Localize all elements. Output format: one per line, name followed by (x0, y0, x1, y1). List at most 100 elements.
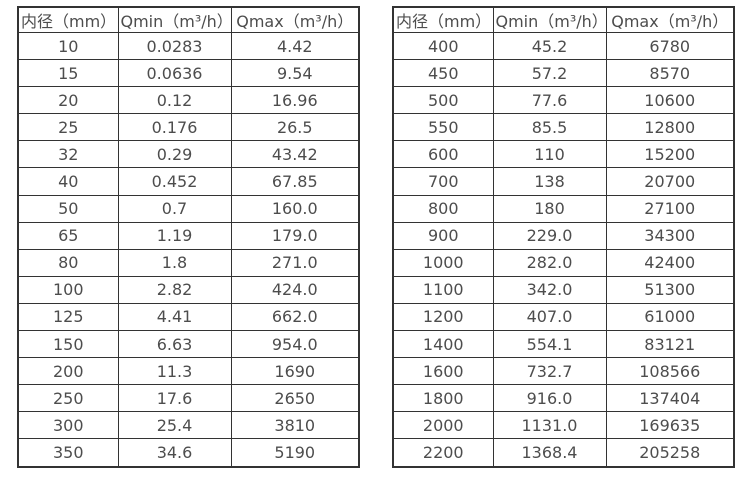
table-row: 200 11.3 1690 (17, 357, 360, 386)
table-row: 800 180 27100 (392, 194, 735, 223)
table-row: 10 0.0283 4.42 (17, 31, 360, 61)
table-cell: 250 (17, 384, 119, 413)
table-cell: 11.3 (117, 357, 232, 386)
header-row: 内径（mm） Qmin（m³/h） Qmax（m³/h） (17, 6, 360, 33)
table-cell: 45.2 (492, 31, 607, 61)
table-cell: 350 (17, 438, 119, 467)
table-cell: 6.63 (117, 330, 232, 359)
table-cell: 20 (17, 86, 119, 115)
table-cell: 83121 (605, 330, 735, 359)
table-cell: 3810 (230, 411, 360, 440)
table-cell: 4.41 (117, 302, 232, 332)
table-row: 900 229.0 34300 (392, 221, 735, 250)
table-body: 400 45.2 6780 450 57.2 8570 500 77.6 10600 550 85.… (392, 31, 735, 467)
table-cell: 180 (492, 194, 607, 223)
table-cell: 1368.4 (492, 438, 607, 467)
table-cell: 2650 (230, 384, 360, 413)
table-cell: 1200 (392, 302, 494, 332)
table-row: 550 85.5 12800 (392, 113, 735, 142)
table-row: 40 0.452 67.85 (17, 167, 360, 196)
table-cell: 40 (17, 167, 119, 196)
table-cell: 800 (392, 194, 494, 223)
table-cell: 2.82 (117, 275, 232, 304)
table-cell: 271.0 (230, 248, 360, 277)
table-row: 20 0.12 16.96 (17, 86, 360, 115)
table-row: 15 0.0636 9.54 (17, 59, 360, 88)
table-cell: 51300 (605, 275, 735, 304)
table-row: 350 34.6 5190 (17, 438, 360, 467)
table-cell: 137404 (605, 384, 735, 413)
table-cell: 0.29 (117, 140, 232, 169)
table-cell: 4.42 (230, 31, 360, 61)
table-row: 150 6.63 954.0 (17, 330, 360, 359)
table-cell: 50 (17, 194, 119, 223)
table-cell: 0.452 (117, 167, 232, 196)
table-cell: 27100 (605, 194, 735, 223)
table-cell: 20700 (605, 167, 735, 196)
table-cell: 34.6 (117, 438, 232, 467)
table-header: 内径（mm） Qmin（m³/h） Qmax（m³/h） (392, 6, 735, 33)
table-row: 450 57.2 8570 (392, 59, 735, 88)
table-row: 1800 916.0 137404 (392, 384, 735, 413)
table-cell: 15 (17, 59, 119, 88)
table-cell: 61000 (605, 302, 735, 332)
flow-table-large-diameters: 内径（mm） Qmin（m³/h） Qmax（m³/h） 400 45.2 6780… (392, 6, 735, 468)
table-cell: 150 (17, 330, 119, 359)
table-row: 1400 554.1 83121 (392, 330, 735, 359)
table-cell: 1000 (392, 248, 494, 277)
table-cell: 1.19 (117, 221, 232, 250)
table-cell: 67.85 (230, 167, 360, 196)
table-row: 1100 342.0 51300 (392, 275, 735, 304)
table-row: 700 138 20700 (392, 167, 735, 196)
table-cell: 0.0636 (117, 59, 232, 88)
table-cell: 10600 (605, 86, 735, 115)
table-row: 25 0.176 26.5 (17, 113, 360, 142)
table-cell: 662.0 (230, 302, 360, 332)
table-cell: 916.0 (492, 384, 607, 413)
table-cell: 200 (17, 357, 119, 386)
table-cell: 5190 (230, 438, 360, 467)
table-cell: 125 (17, 302, 119, 332)
table-cell: 1800 (392, 384, 494, 413)
table-cell: 100 (17, 275, 119, 304)
table-cell: 9.54 (230, 59, 360, 88)
table-cell: 26.5 (230, 113, 360, 142)
table-body: 10 0.0283 4.42 15 0.0636 9.54 20 0.12 16.96 25 0.1… (17, 31, 360, 467)
table-cell: 80 (17, 248, 119, 277)
table-row: 250 17.6 2650 (17, 384, 360, 413)
table-cell: 732.7 (492, 357, 607, 386)
table-row: 80 1.8 271.0 (17, 248, 360, 277)
table-cell: 300 (17, 411, 119, 440)
table-cell: 500 (392, 86, 494, 115)
table-cell: 954.0 (230, 330, 360, 359)
table-cell: 0.12 (117, 86, 232, 115)
table-cell: 34300 (605, 221, 735, 250)
table-cell: 1690 (230, 357, 360, 386)
table-cell: 342.0 (492, 275, 607, 304)
table-cell: 12800 (605, 113, 735, 142)
table-row: 1000 282.0 42400 (392, 248, 735, 277)
column-header-inner-diameter: 内径（mm） (392, 6, 494, 33)
table-cell: 2200 (392, 438, 494, 467)
table-cell: 424.0 (230, 275, 360, 304)
column-header-qmin: Qmin（m³/h） (117, 6, 232, 33)
table-cell: 1.8 (117, 248, 232, 277)
table-row: 1200 407.0 61000 (392, 302, 735, 332)
table-cell: 229.0 (492, 221, 607, 250)
column-header-qmin: Qmin（m³/h） (492, 6, 607, 33)
table-cell: 6780 (605, 31, 735, 61)
table-row: 2000 1131.0 169635 (392, 411, 735, 440)
table-cell: 2000 (392, 411, 494, 440)
table-cell: 10 (17, 31, 119, 61)
table-cell: 57.2 (492, 59, 607, 88)
table-cell: 282.0 (492, 248, 607, 277)
table-cell: 1100 (392, 275, 494, 304)
header-row: 内径（mm） Qmin（m³/h） Qmax（m³/h） (392, 6, 735, 33)
table-row: 32 0.29 43.42 (17, 140, 360, 169)
table-cell: 32 (17, 140, 119, 169)
table-header: 内径（mm） Qmin（m³/h） Qmax（m³/h） (17, 6, 360, 33)
table-cell: 16.96 (230, 86, 360, 115)
table-cell: 600 (392, 140, 494, 169)
table-cell: 65 (17, 221, 119, 250)
